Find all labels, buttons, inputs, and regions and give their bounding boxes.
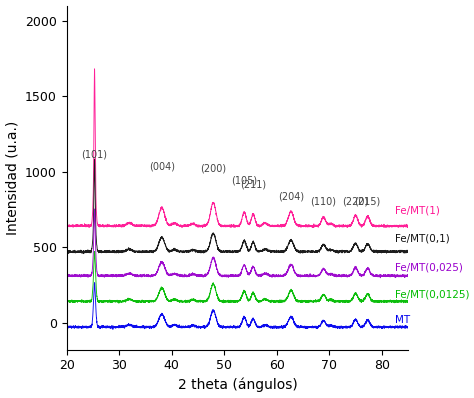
Text: Fe/MT(0,0125): Fe/MT(0,0125): [395, 290, 469, 300]
Text: (220): (220): [342, 196, 369, 206]
Text: (204): (204): [278, 191, 304, 201]
Text: (004): (004): [149, 162, 175, 172]
Y-axis label: Intensidad (u.a.): Intensidad (u.a.): [6, 121, 19, 235]
Text: (110): (110): [310, 196, 337, 206]
Text: (200): (200): [200, 164, 226, 174]
Text: Fe/MT(0,025): Fe/MT(0,025): [395, 262, 463, 272]
Text: Fe/MT(0,1): Fe/MT(0,1): [395, 234, 450, 244]
Text: (105): (105): [231, 175, 257, 185]
Text: MT: MT: [395, 315, 410, 325]
Text: Fe/MT(1): Fe/MT(1): [395, 206, 440, 216]
Text: (211): (211): [241, 179, 267, 190]
Text: (215): (215): [355, 196, 381, 206]
X-axis label: 2 theta (ángulos): 2 theta (ángulos): [178, 378, 297, 392]
Text: (101): (101): [82, 150, 108, 160]
